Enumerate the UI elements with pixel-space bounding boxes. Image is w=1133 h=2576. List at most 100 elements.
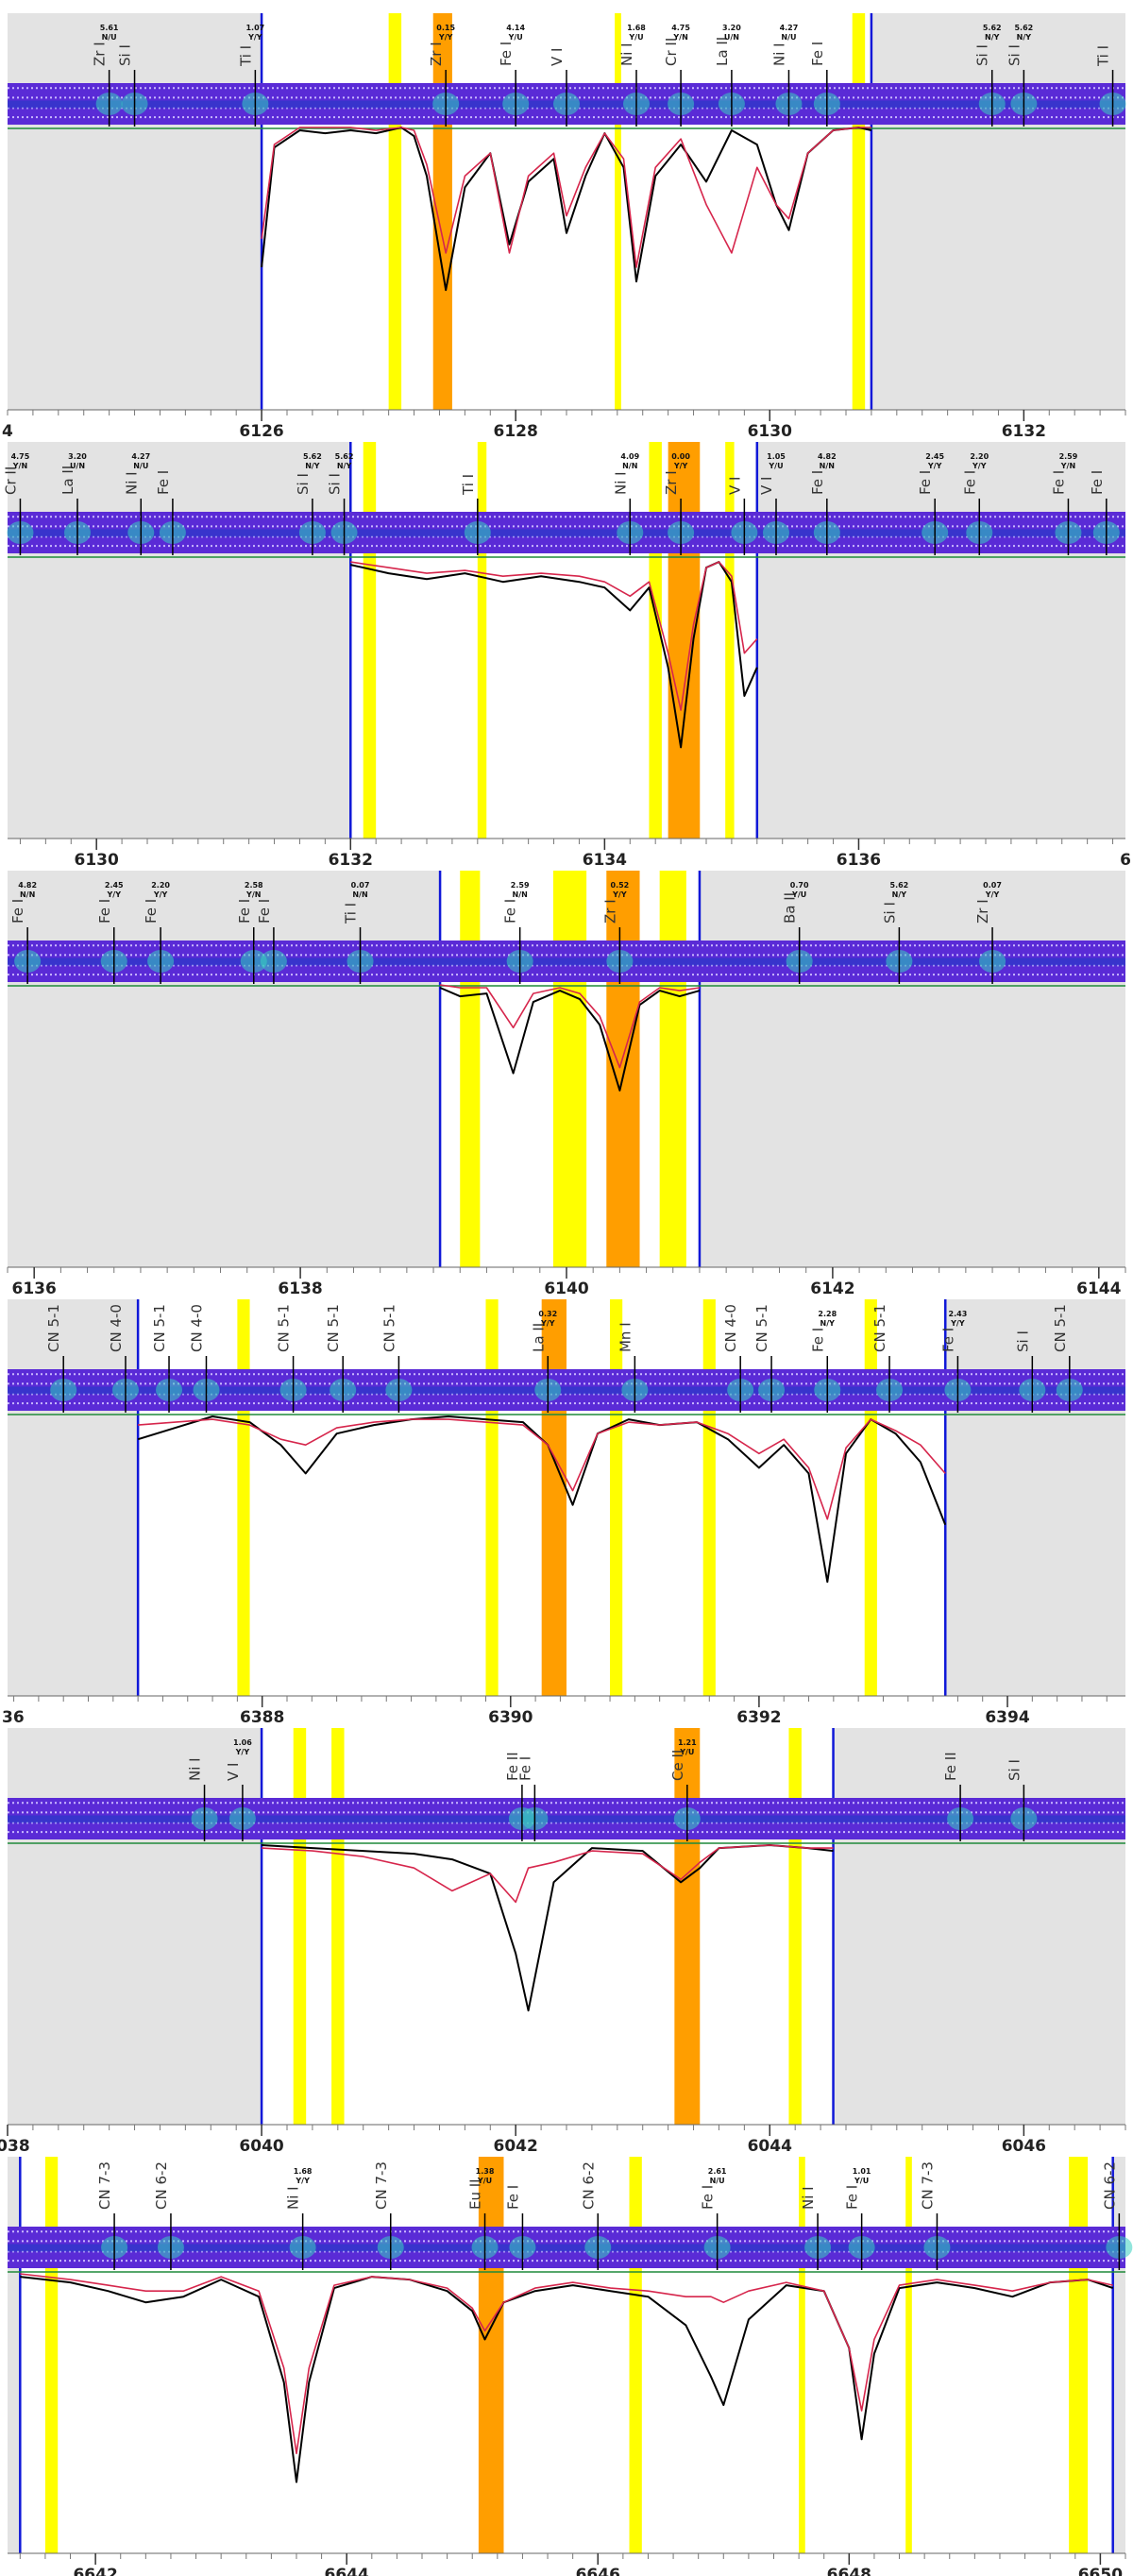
line-annotation-8-1: 4.75 [671,24,690,32]
line-annotation-5-1: 4.14 [506,24,525,32]
line-label-5: CN 5-1 [276,1304,293,1352]
x-tick-label-5: 6650 [1078,2566,1123,2576]
line-label-12: Si I [974,44,991,66]
line-annotation-1-2: N/N [20,890,35,899]
line-annotation-14-1: 2.20 [970,452,989,461]
line-annotation-3-1: 4.27 [131,452,150,461]
line-annotation-10-2: Y/U [854,2177,869,2185]
x-tick-label-4: 6044 [748,2137,792,2156]
line-annotation-2-1: 2.45 [105,881,124,890]
yellow-band-2 [552,871,587,1267]
line-label-7: CN 5-1 [380,1304,397,1352]
yellow-band-2 [331,1728,345,2125]
line-annotation-2-1: 1.06 [233,1738,252,1747]
line-label-7: Ni I [618,42,635,66]
line-annotation-1-1: 4.75 [11,452,30,461]
line-annotation-7-2: N/N [513,890,528,899]
line-label-2: Si I [117,44,134,66]
line-label-5: Si I [295,473,312,495]
line-label-9: La II [714,37,731,66]
yellow-band-3 [852,13,866,410]
line-annotation-8-2: Y/N [672,33,687,42]
line-annotation-9-1: 3.20 [722,24,741,32]
x-tick-label-4: 6394 [985,1708,1029,1727]
line-label-3: CN 5-1 [151,1304,168,1352]
yellow-band-1 [44,2157,59,2553]
line-annotation-8-1: 0.32 [538,1310,557,1318]
line-annotation-6-1: 0.07 [351,881,370,890]
line-label-12: Fe I [809,470,826,495]
line-label-5: Ce II [669,1750,686,1781]
line-annotation-8-2: N/N [622,462,637,470]
x-tick-label-2: 6390 [488,1708,533,1727]
line-annotation-1-2: Y/N [12,462,27,470]
line-annotation-1-1: 5.61 [100,24,119,32]
line-label-3: Ni I [123,471,140,495]
line-label-5: Fe I [256,899,273,924]
orange-band-1 [478,2157,504,2553]
line-annotation-2-1: 3.20 [68,452,87,461]
line-annotation-1-1: 4.82 [18,881,37,890]
yellow-band-5 [864,1299,877,1696]
line-label-1: Cr II [2,466,19,495]
x-tick-label-1: 6130 [75,851,119,870]
line-annotation-9-2: U/N [724,33,739,42]
line-annotation-6-2: N/Y [337,462,352,470]
line-annotation-3-1: 2.20 [151,881,170,890]
line-annotation-8-1: 2.61 [708,2167,727,2176]
yellow-band-5 [1069,2157,1089,2553]
line-annotation-3-1: 1.68 [294,2167,313,2176]
yellow-band-1 [237,1299,250,1696]
line-label-3: Ti I [237,45,254,67]
line-annotation-5-1: 1.21 [678,1738,697,1747]
line-annotation-14-1: 2.43 [949,1310,968,1318]
line-label-9: Mn I [617,1322,634,1352]
line-label-8: Ni I [612,471,629,495]
line-label-5: Eu II [467,2178,484,2210]
line-label-2: La II [59,466,76,495]
line-label-11: Zr I [974,899,991,924]
line-label-6: Fe II [942,1752,959,1781]
yellow-band-3 [610,1299,623,1696]
line-annotation-13-2: N/Y [1017,33,1032,42]
line-annotation-15-2: Y/N [1060,462,1075,470]
line-annotation-5-2: Y/U [508,33,523,42]
x-tick-label-3: 6392 [736,1708,781,1727]
line-annotation-5-2: Y/U [679,1748,694,1756]
x-tick-label-3: 6134 [583,851,627,870]
line-label-4: CN 4-0 [188,1304,205,1352]
line-label-8: La II [530,1323,547,1352]
strip-core [8,958,1125,966]
line-label-2: V I [225,1763,242,1781]
line-annotation-4-2: Y/N [245,890,261,899]
x-tick-label-5: 6046 [1002,2137,1046,2156]
line-label-8: Cr II [663,38,680,66]
series-synthetic [261,127,871,268]
yellow-band-1 [293,1728,307,2125]
line-annotation-13-2: Y/Y [927,462,942,470]
line-label-11: CN 5-1 [753,1304,770,1352]
line-label-12: CN 6-2 [1101,2161,1118,2210]
line-annotation-5-2: Y/U [477,2177,492,2185]
line-annotation-15-1: 2.59 [1059,452,1078,461]
line-annotation-3-2: Y/Y [295,2177,310,2185]
line-label-4: Fe I [236,899,253,924]
line-annotation-9-1: 0.70 [790,881,809,890]
line-label-8: Fe I [700,2185,717,2210]
x-tick-label-3: 6130 [748,422,792,441]
line-annotation-8-1: 4.09 [620,452,639,461]
line-label-2: Fe I [96,899,113,924]
line-annotation-2-2: Y/Y [107,890,122,899]
fit-window [138,1299,946,1696]
strip-core [8,1815,1125,1823]
yellow-band-2 [485,1299,499,1696]
line-annotation-12-1: 5.62 [983,24,1002,32]
line-annotation-7-2: Y/U [628,33,643,42]
line-annotation-10-1: 1.01 [853,2167,871,2176]
yellow-band-3 [659,871,686,1267]
line-label-1: CN 5-1 [45,1304,62,1352]
line-annotation-12-1: 4.82 [818,452,837,461]
spectrum-panel-6: CN 7-3 CN 6-2 Ni I1.68Y/Y CN 7-3 Eu II1.38Y/… [8,2157,1133,2576]
